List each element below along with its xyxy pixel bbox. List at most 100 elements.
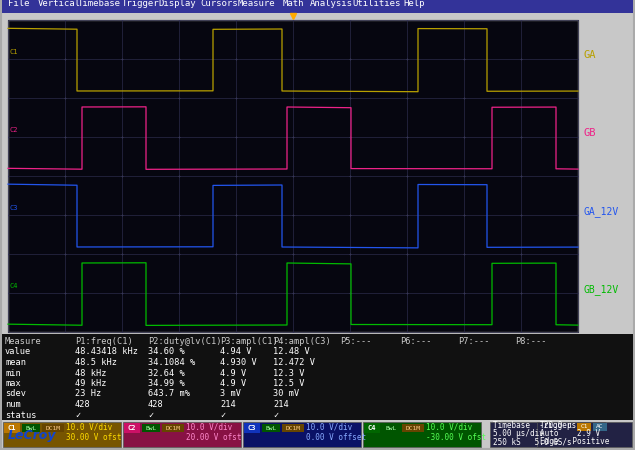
- Text: GA_12V: GA_12V: [584, 206, 619, 216]
- Bar: [593, 423, 607, 431]
- Text: 10.0 V/div: 10.0 V/div: [306, 423, 352, 432]
- Text: 12.472 V: 12.472 V: [273, 358, 315, 367]
- Text: 34.99 %: 34.99 %: [148, 379, 185, 388]
- Text: C2: C2: [128, 425, 137, 431]
- Text: min: min: [5, 369, 21, 378]
- Text: Auto    2.9 V: Auto 2.9 V: [540, 429, 600, 438]
- Text: 4.9 V: 4.9 V: [220, 369, 246, 378]
- Text: P4:ampl(C3): P4:ampl(C3): [273, 337, 331, 346]
- Text: 48 kHz: 48 kHz: [75, 369, 107, 378]
- Bar: [537, 422, 632, 447]
- Bar: [490, 422, 605, 447]
- Text: DC1M: DC1M: [406, 426, 420, 431]
- Text: 5.00 μs/div: 5.00 μs/div: [493, 429, 544, 438]
- Text: status: status: [5, 410, 36, 419]
- Bar: [402, 424, 424, 432]
- Bar: [2, 0, 633, 13]
- Text: C1: C1: [9, 49, 18, 55]
- Text: P8:---: P8:---: [515, 337, 547, 346]
- Text: Measure: Measure: [5, 337, 42, 346]
- Text: Math: Math: [283, 0, 305, 9]
- Text: P2:duty@lv(C1): P2:duty@lv(C1): [148, 337, 222, 346]
- Text: P7:---: P7:---: [458, 337, 490, 346]
- Text: 10.0 V/div: 10.0 V/div: [426, 423, 472, 432]
- Text: 428: 428: [148, 400, 164, 409]
- Text: Trigger: Trigger: [122, 0, 159, 9]
- Text: mean: mean: [5, 358, 26, 367]
- Bar: [2, 334, 633, 420]
- Text: C1: C1: [580, 424, 588, 429]
- Text: 34.1084 %: 34.1084 %: [148, 358, 195, 367]
- Text: LeCroy: LeCroy: [8, 429, 57, 442]
- Text: sdev: sdev: [5, 390, 26, 399]
- Text: Help: Help: [403, 0, 425, 9]
- Text: ✓: ✓: [220, 410, 225, 419]
- Text: ✓: ✓: [75, 410, 80, 419]
- Text: value: value: [5, 347, 31, 356]
- Text: 214: 214: [220, 400, 236, 409]
- Bar: [123, 422, 241, 447]
- Text: 30 mV: 30 mV: [273, 390, 299, 399]
- Text: Cursors: Cursors: [200, 0, 237, 9]
- Text: 30.00 V ofst: 30.00 V ofst: [66, 432, 121, 441]
- Text: 3 mV: 3 mV: [220, 390, 241, 399]
- Bar: [8, 20, 578, 332]
- Text: ✓: ✓: [273, 410, 278, 419]
- Text: C4: C4: [9, 283, 18, 289]
- Text: DC1M: DC1M: [286, 426, 300, 431]
- Text: 48.43418 kHz: 48.43418 kHz: [75, 347, 138, 356]
- Text: Vertical: Vertical: [38, 0, 81, 9]
- Text: Measure: Measure: [238, 0, 276, 9]
- Text: ✓: ✓: [148, 410, 153, 419]
- Text: Edge   Positive: Edge Positive: [540, 437, 610, 446]
- Bar: [282, 424, 304, 432]
- Text: BwL: BwL: [145, 426, 157, 431]
- Text: 48.5 kHz: 48.5 kHz: [75, 358, 117, 367]
- Text: Analysis: Analysis: [310, 0, 353, 9]
- Text: 12.3 V: 12.3 V: [273, 369, 305, 378]
- Text: 428: 428: [75, 400, 91, 409]
- Text: C2: C2: [9, 127, 18, 133]
- Text: BwL: BwL: [25, 426, 37, 431]
- Text: num: num: [5, 400, 21, 409]
- Text: C3: C3: [248, 425, 257, 431]
- Text: C4: C4: [368, 425, 377, 431]
- Bar: [243, 422, 361, 447]
- Bar: [363, 422, 481, 447]
- Text: 10.0 V/div: 10.0 V/div: [66, 423, 112, 432]
- Text: GB: GB: [584, 128, 596, 138]
- Bar: [262, 424, 280, 432]
- Bar: [382, 424, 400, 432]
- Text: 0.00 V offset: 0.00 V offset: [306, 432, 366, 441]
- Bar: [142, 424, 160, 432]
- Text: DC1M: DC1M: [46, 426, 60, 431]
- Text: BwL: BwL: [385, 426, 397, 431]
- Text: Display: Display: [158, 0, 196, 9]
- Text: DC1M: DC1M: [166, 426, 180, 431]
- Text: 12.48 V: 12.48 V: [273, 347, 310, 356]
- Bar: [244, 423, 260, 433]
- Text: C3: C3: [9, 205, 18, 211]
- Bar: [577, 423, 591, 431]
- Text: AC: AC: [596, 424, 604, 429]
- Bar: [4, 423, 20, 433]
- Text: File: File: [8, 0, 29, 9]
- Text: P6:---: P6:---: [400, 337, 432, 346]
- Bar: [364, 423, 380, 433]
- Bar: [124, 423, 140, 433]
- Text: 4.94 V: 4.94 V: [220, 347, 251, 356]
- Text: GB_12V: GB_12V: [584, 284, 619, 295]
- Text: 4.9 V: 4.9 V: [220, 379, 246, 388]
- Text: 4.930 V: 4.930 V: [220, 358, 257, 367]
- Text: P1:freq(C1): P1:freq(C1): [75, 337, 133, 346]
- Text: 20.00 V ofst: 20.00 V ofst: [186, 432, 241, 441]
- Bar: [42, 424, 64, 432]
- Text: Utilities: Utilities: [352, 0, 401, 9]
- Text: 23 Hz: 23 Hz: [75, 390, 101, 399]
- Text: 49 kHz: 49 kHz: [75, 379, 107, 388]
- Text: 10.0 V/div: 10.0 V/div: [186, 423, 232, 432]
- Text: -30.00 V ofst: -30.00 V ofst: [426, 432, 486, 441]
- Text: GA: GA: [584, 50, 596, 60]
- Text: 250 kS   5.0 GS/s: 250 kS 5.0 GS/s: [493, 437, 572, 446]
- Text: Timebase: Timebase: [78, 0, 121, 9]
